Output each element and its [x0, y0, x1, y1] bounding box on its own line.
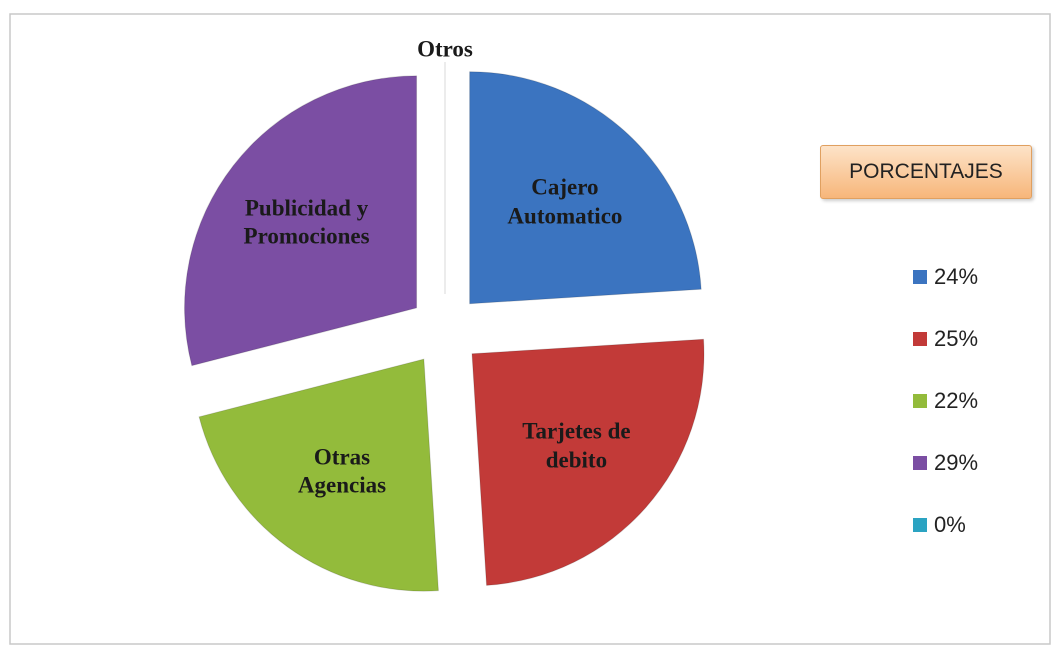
slice-label: Otras Agencias [297, 443, 387, 498]
legend-title: PORCENTAJES [820, 145, 1032, 199]
legend-label: 25% [934, 326, 979, 351]
legend-label: 24% [934, 264, 979, 289]
pie-slice [471, 338, 705, 586]
pie-slice [184, 75, 418, 367]
pie-slice [469, 71, 702, 305]
slice-label: Publicidad y Promociones [243, 194, 370, 249]
legend-label: 29% [934, 450, 979, 475]
legend-swatch [913, 270, 927, 284]
legend-swatch [913, 456, 927, 470]
slice-label: Cajero Automatico [507, 174, 623, 229]
legend-swatch [913, 332, 927, 346]
pie-slice [198, 358, 439, 592]
slice-label: Tarjetes de debito [522, 418, 631, 472]
legend-label: 0% [934, 512, 966, 537]
legend-swatch [913, 394, 927, 408]
legend-swatch [913, 518, 927, 532]
slice-label: Otros [417, 36, 473, 62]
legend-label: 22% [934, 388, 979, 413]
